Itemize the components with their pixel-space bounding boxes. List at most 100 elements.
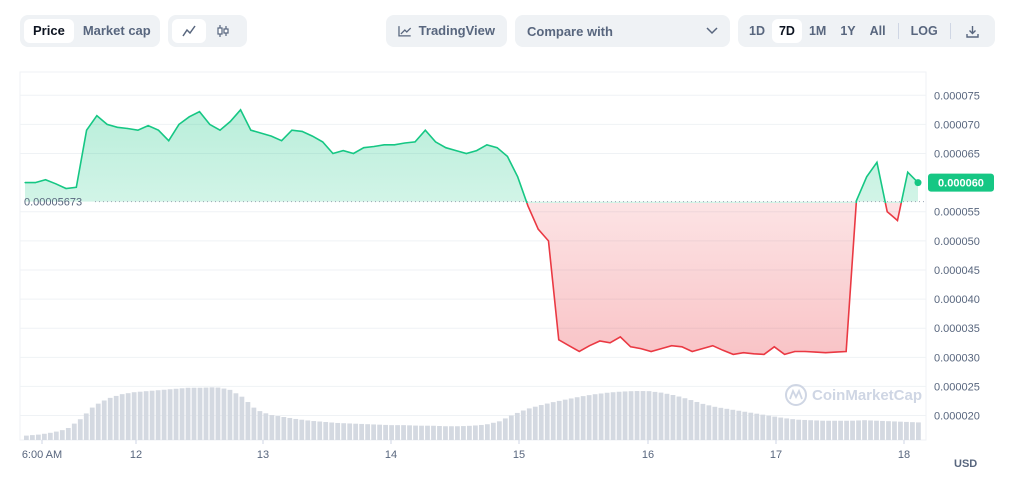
volume-bar bbox=[41, 433, 47, 440]
data-point bbox=[660, 347, 662, 350]
volume-bar bbox=[562, 399, 568, 440]
data-point bbox=[855, 200, 858, 202]
log-toggle[interactable]: LOG bbox=[910, 24, 938, 38]
compare-label: Compare with bbox=[527, 23, 613, 39]
range-1d[interactable]: 1D bbox=[749, 24, 765, 38]
volume-bar bbox=[173, 388, 179, 440]
volume-bar bbox=[490, 422, 496, 440]
volume-bar bbox=[29, 435, 35, 440]
volume-bar bbox=[233, 393, 239, 440]
coinmarketcap-logo-icon bbox=[789, 388, 803, 400]
range-1m[interactable]: 1M bbox=[808, 24, 827, 38]
volume-bar bbox=[574, 397, 580, 440]
volume-bar bbox=[311, 421, 317, 440]
candlestick-icon[interactable] bbox=[206, 19, 240, 43]
range-all[interactable]: All bbox=[869, 24, 886, 38]
y-tick-label: 0.000070 bbox=[934, 119, 980, 131]
data-point bbox=[599, 340, 601, 342]
volume-bar bbox=[209, 387, 215, 440]
watermark: CoinMarketCap bbox=[785, 384, 922, 406]
x-tick-label: 17 bbox=[770, 449, 782, 461]
volume-bar bbox=[478, 424, 484, 440]
data-point bbox=[547, 240, 550, 242]
divider bbox=[897, 23, 899, 39]
tab-market-cap[interactable]: Market cap bbox=[82, 23, 151, 38]
volume-bar bbox=[125, 393, 131, 440]
range-7d[interactable]: 7D bbox=[771, 19, 802, 43]
compare-dropdown[interactable]: Compare with bbox=[515, 15, 730, 47]
volume-bar bbox=[640, 391, 646, 440]
y-tick-label: 0.000065 bbox=[934, 149, 980, 161]
range-1y[interactable]: 1Y bbox=[840, 24, 856, 38]
data-point bbox=[701, 347, 704, 350]
data-point bbox=[116, 126, 118, 128]
trend-icon bbox=[398, 26, 412, 37]
line-chart-icon[interactable] bbox=[172, 19, 206, 43]
volume-bar bbox=[263, 413, 269, 440]
tradingview-button[interactable]: TradingView bbox=[386, 15, 507, 47]
price-area bbox=[25, 109, 918, 355]
volume-bar bbox=[730, 409, 736, 440]
data-point bbox=[250, 129, 252, 131]
y-tick-label: 0.000040 bbox=[934, 294, 980, 306]
data-point bbox=[650, 350, 652, 353]
volume-bar bbox=[71, 423, 77, 440]
data-point bbox=[691, 350, 693, 353]
volume-bar bbox=[742, 411, 748, 440]
data-point bbox=[188, 116, 190, 118]
data-point bbox=[85, 129, 88, 131]
volume-bar bbox=[431, 425, 436, 440]
volume-bar bbox=[886, 421, 891, 440]
volume-bar bbox=[119, 394, 125, 440]
data-point bbox=[455, 150, 457, 152]
data-point bbox=[866, 176, 868, 178]
volume-bar bbox=[53, 431, 59, 440]
price-marketcap-toggle: Price Market cap bbox=[20, 15, 160, 47]
volume-bar bbox=[437, 426, 442, 440]
chevron-down-icon bbox=[706, 27, 718, 35]
reference-line: 0.00005673 bbox=[24, 197, 926, 209]
data-point bbox=[322, 141, 324, 143]
data-point bbox=[825, 352, 827, 354]
volume-bar bbox=[832, 420, 837, 440]
data-point bbox=[845, 350, 847, 353]
current-price-badge: 0.000060 bbox=[914, 173, 994, 192]
data-point bbox=[712, 345, 714, 347]
volume-bar bbox=[694, 401, 700, 440]
tab-price[interactable]: Price bbox=[24, 19, 74, 43]
volume-bar bbox=[580, 396, 586, 440]
data-point bbox=[106, 123, 108, 126]
volume-bar bbox=[113, 395, 119, 440]
volume-bar bbox=[664, 393, 670, 440]
volume-bar bbox=[407, 425, 412, 440]
volume-bar bbox=[862, 420, 867, 440]
range-selector: 1D 7D 1M 1Y All LOG bbox=[738, 15, 995, 47]
download-icon[interactable] bbox=[956, 19, 990, 43]
volume-bar bbox=[281, 417, 287, 440]
volume-bar bbox=[628, 391, 634, 440]
volume-bar bbox=[604, 392, 610, 440]
volume-bar bbox=[634, 391, 640, 440]
volume-bar bbox=[143, 391, 149, 440]
volume-bar bbox=[89, 407, 95, 440]
volume-bar bbox=[149, 390, 155, 440]
current-price-dot bbox=[914, 179, 922, 187]
data-point bbox=[773, 346, 775, 348]
volume-bar bbox=[425, 425, 430, 440]
volume-bar bbox=[760, 414, 766, 440]
y-tick-label: 0.000055 bbox=[934, 207, 980, 219]
data-point bbox=[558, 339, 560, 341]
volume-bar bbox=[856, 420, 861, 440]
volume-bar bbox=[83, 413, 89, 440]
data-point bbox=[393, 144, 396, 146]
current-price-label: 0.000060 bbox=[938, 178, 984, 190]
volume-bar bbox=[622, 391, 628, 440]
volume-bar bbox=[473, 425, 478, 440]
data-point bbox=[34, 182, 36, 184]
currency-label: USD bbox=[954, 458, 978, 470]
volume-bar bbox=[652, 391, 658, 440]
volume-bar bbox=[371, 424, 377, 440]
data-point bbox=[157, 129, 160, 131]
volume-bar bbox=[916, 422, 921, 440]
